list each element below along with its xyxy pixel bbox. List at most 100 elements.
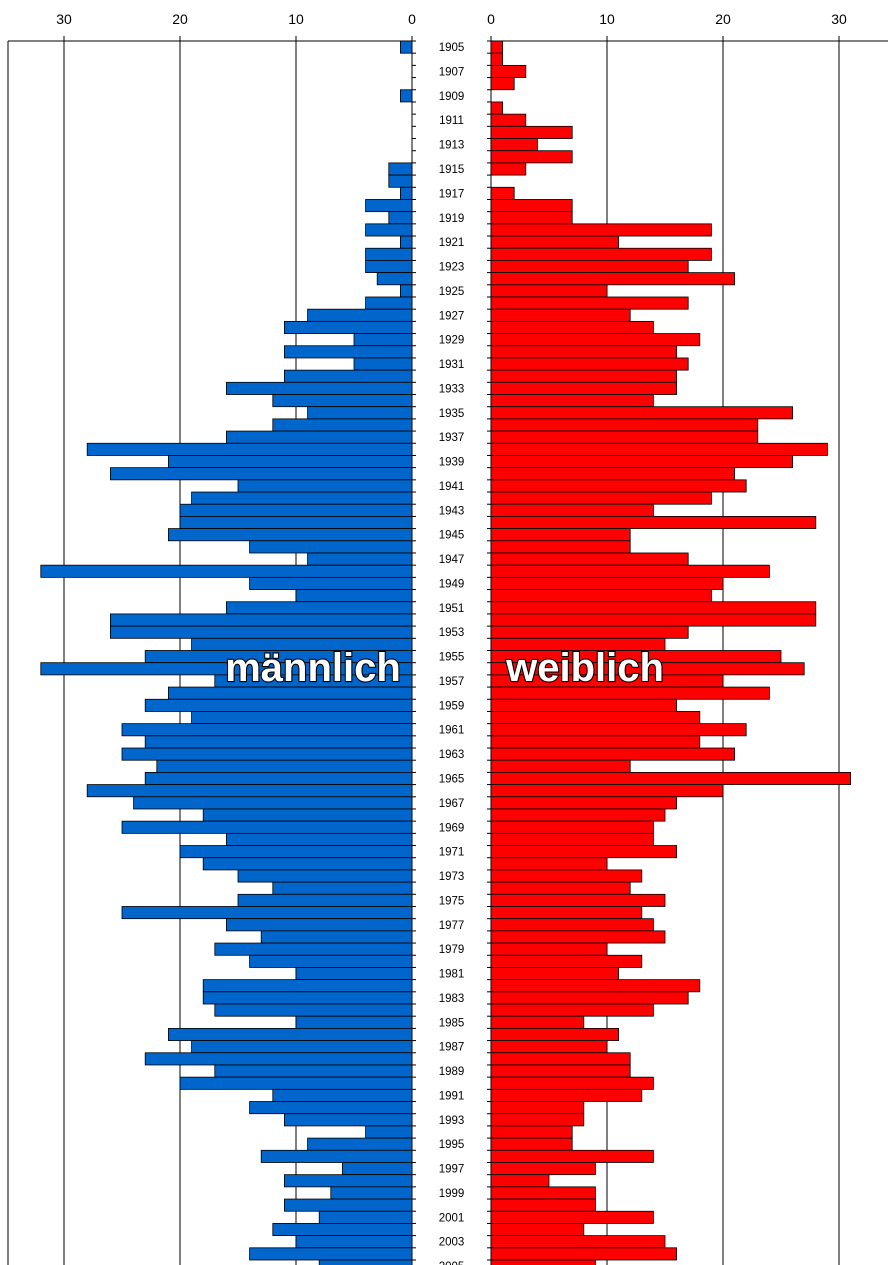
male-bar-1944 <box>179 516 413 529</box>
year-label-1945: 1945 <box>439 530 465 542</box>
female-bar-1987 <box>490 1040 608 1054</box>
male-bar-1937 <box>225 430 413 444</box>
left-tick-label-20: 20 <box>172 11 188 27</box>
female-bar-1946 <box>490 540 631 554</box>
male-bar-1917 <box>399 186 413 200</box>
male-bar-1941 <box>237 479 413 493</box>
year-label-1999: 1999 <box>439 1188 465 1200</box>
female-bar-1926 <box>490 296 689 310</box>
female-bar-1977 <box>490 918 654 932</box>
male-bar-1949 <box>249 576 413 590</box>
male-bar-1997 <box>341 1162 413 1176</box>
male-bar-1932 <box>283 369 413 383</box>
year-label-1909: 1909 <box>439 91 465 103</box>
female-bar-1981 <box>490 967 619 981</box>
female-bar-1921 <box>490 235 619 249</box>
female-bar-1935 <box>490 406 794 420</box>
year-label-1921: 1921 <box>439 237 465 249</box>
female-bar-1945 <box>490 528 631 542</box>
male-bar-1953 <box>110 625 413 639</box>
female-bar-1951 <box>490 601 817 615</box>
female-bar-1999 <box>490 1186 596 1200</box>
female-bar-1918 <box>490 199 573 213</box>
female-bar-2000 <box>490 1198 596 1212</box>
female-series-bars <box>490 40 852 1265</box>
male-bar-1982 <box>202 979 413 993</box>
female-bar-1993 <box>490 1113 585 1127</box>
year-label-1925: 1925 <box>439 286 465 298</box>
male-bar-1960 <box>191 711 413 725</box>
male-bar-2000 <box>283 1198 413 1212</box>
male-bar-1985 <box>295 1015 413 1029</box>
female-bar-1989 <box>490 1064 631 1078</box>
male-bar-1945 <box>167 528 413 542</box>
male-bar-1931 <box>353 357 413 371</box>
female-bar-1938 <box>490 442 828 456</box>
male-series-bars <box>40 40 413 1265</box>
right-tick-label-20: 20 <box>715 11 731 27</box>
male-bar-1993 <box>283 1113 413 1127</box>
female-bar-1972 <box>490 857 608 871</box>
female-bar-1971 <box>490 845 678 859</box>
year-label-1905: 1905 <box>439 42 465 54</box>
year-label-1961: 1961 <box>439 725 465 737</box>
female-bar-1952 <box>490 613 817 627</box>
male-bar-1965 <box>144 772 413 785</box>
female-bar-1988 <box>490 1052 631 1066</box>
female-bar-1907 <box>490 64 527 78</box>
female-bar-2003 <box>490 1235 666 1249</box>
female-bar-1970 <box>490 832 654 846</box>
year-label-1997: 1997 <box>439 1164 465 1176</box>
male-bar-1983 <box>202 991 413 1005</box>
female-bar-1914 <box>490 150 573 164</box>
year-label-1931: 1931 <box>439 359 465 371</box>
male-bar-1942 <box>191 491 413 505</box>
year-label-1977: 1977 <box>439 920 465 932</box>
male-bar-1968 <box>202 808 413 822</box>
female-bar-1968 <box>490 808 666 822</box>
female-bar-1930 <box>490 345 678 359</box>
year-label-1937: 1937 <box>439 432 465 444</box>
female-bar-1966 <box>490 784 724 798</box>
male-bar-1916 <box>388 174 413 188</box>
male-bar-1934 <box>272 394 413 408</box>
year-label-1969: 1969 <box>439 822 465 834</box>
female-bar-1976 <box>490 906 643 920</box>
male-bar-1920 <box>365 223 413 237</box>
male-bar-1991 <box>272 1088 413 1102</box>
male-bar-1921 <box>399 235 413 249</box>
female-bar-1942 <box>490 491 712 505</box>
female-bar-1905 <box>490 40 504 54</box>
year-label-1935: 1935 <box>439 408 465 420</box>
year-label-1979: 1979 <box>439 944 465 956</box>
year-label-1913: 1913 <box>439 140 465 152</box>
male-bar-1963 <box>121 747 413 761</box>
male-bar-1935 <box>307 406 413 420</box>
male-bar-1987 <box>191 1040 413 1054</box>
female-bar-2001 <box>490 1210 654 1224</box>
male-bar-2005 <box>318 1259 413 1265</box>
year-label-1981: 1981 <box>439 969 465 981</box>
year-axis-labels: 1905 1907 1909 1911 1913 1915 1917 1919 1921 1923… <box>439 42 465 1265</box>
male-bar-1986 <box>167 1027 413 1041</box>
year-label-1919: 1919 <box>439 213 465 225</box>
male-bar-1977 <box>225 918 413 932</box>
male-bar-1929 <box>353 333 413 347</box>
year-label-1965: 1965 <box>439 773 465 785</box>
female-bar-1919 <box>490 211 573 225</box>
male-bar-1976 <box>121 906 413 920</box>
female-bar-1978 <box>490 930 666 944</box>
year-label-2005: 2005 <box>439 1261 465 1265</box>
female-bar-1915 <box>490 162 527 176</box>
male-bar-1939 <box>167 455 413 469</box>
year-label-1975: 1975 <box>439 895 465 907</box>
female-bar-1932 <box>490 369 678 383</box>
male-bar-1946 <box>249 540 413 554</box>
year-label-1941: 1941 <box>439 481 465 493</box>
year-label-1967: 1967 <box>439 798 465 810</box>
male-bar-1948 <box>40 564 413 578</box>
female-bar-1995 <box>490 1137 573 1151</box>
male-bar-1962 <box>144 735 413 749</box>
male-bar-1992 <box>249 1101 413 1115</box>
